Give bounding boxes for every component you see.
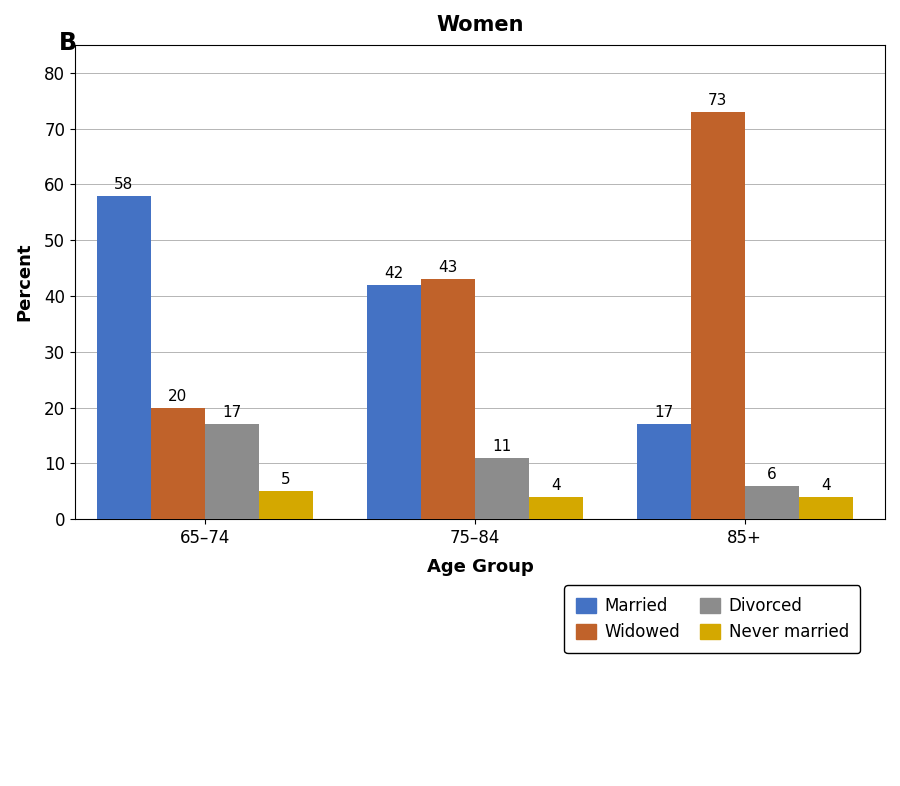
Bar (690, 112, 744, 520)
Text: 11: 11 (492, 439, 511, 454)
Bar (258, 491, 312, 520)
Bar (636, 424, 690, 520)
Bar (96, 196, 150, 520)
Bar (474, 457, 528, 520)
Text: 5: 5 (281, 472, 291, 487)
Text: 4: 4 (551, 478, 561, 493)
Bar (366, 285, 420, 520)
Bar (204, 424, 258, 520)
Text: 58: 58 (114, 177, 133, 192)
Text: 43: 43 (438, 260, 457, 275)
Text: 4: 4 (821, 478, 831, 493)
Text: 20: 20 (168, 388, 187, 404)
Bar (420, 279, 474, 520)
Text: 42: 42 (384, 266, 403, 281)
Text: 73: 73 (708, 93, 727, 108)
Bar (150, 408, 204, 520)
Bar (744, 486, 798, 520)
Text: B: B (58, 31, 76, 56)
X-axis label: Age Group: Age Group (427, 558, 534, 576)
Text: 17: 17 (654, 406, 673, 421)
Y-axis label: Percent: Percent (15, 243, 33, 321)
Legend: Married, Widowed, Divorced, Never married: Married, Widowed, Divorced, Never marrie… (564, 586, 860, 653)
Bar (528, 497, 582, 520)
Title: Women: Women (436, 15, 524, 35)
Bar (798, 497, 852, 520)
Text: 6: 6 (767, 467, 777, 482)
Text: 17: 17 (222, 406, 241, 421)
